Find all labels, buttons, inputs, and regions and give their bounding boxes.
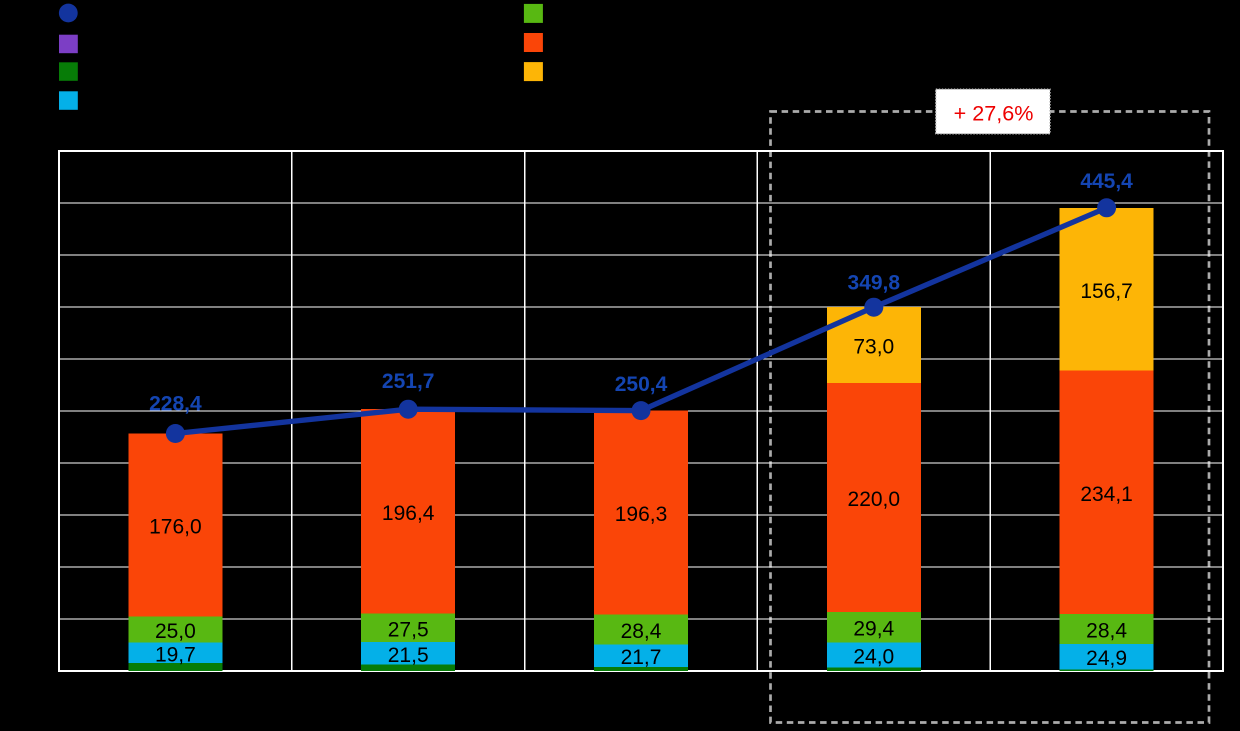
svg-text:73,0: 73,0	[853, 336, 894, 359]
svg-text:28,4: 28,4	[1086, 620, 1127, 643]
svg-text:445,4: 445,4	[1080, 170, 1133, 193]
svg-text:196,4: 196,4	[382, 502, 435, 525]
svg-text:29,4: 29,4	[853, 618, 894, 641]
svg-text:196,3: 196,3	[615, 503, 668, 526]
svg-text:21,5: 21,5	[388, 644, 429, 667]
svg-text:176,0: 176,0	[149, 516, 202, 539]
svg-text:24,0: 24,0	[853, 646, 894, 669]
svg-text:228,4: 228,4	[149, 393, 202, 416]
svg-text:156,7: 156,7	[1080, 280, 1133, 303]
svg-text:25,0: 25,0	[155, 620, 196, 643]
svg-text:349,8: 349,8	[848, 272, 901, 295]
svg-text:+ 27,6%: + 27,6%	[954, 101, 1034, 126]
svg-text:220,0: 220,0	[848, 488, 901, 511]
svg-text:24,9: 24,9	[1086, 647, 1127, 670]
svg-text:251,7: 251,7	[382, 370, 435, 393]
svg-text:19,7: 19,7	[155, 643, 196, 666]
svg-text:250,4: 250,4	[615, 373, 668, 396]
svg-text:21,7: 21,7	[621, 646, 662, 669]
svg-text:234,1: 234,1	[1080, 483, 1133, 506]
svg-text:27,5: 27,5	[388, 618, 429, 641]
svg-text:28,4: 28,4	[621, 620, 662, 643]
